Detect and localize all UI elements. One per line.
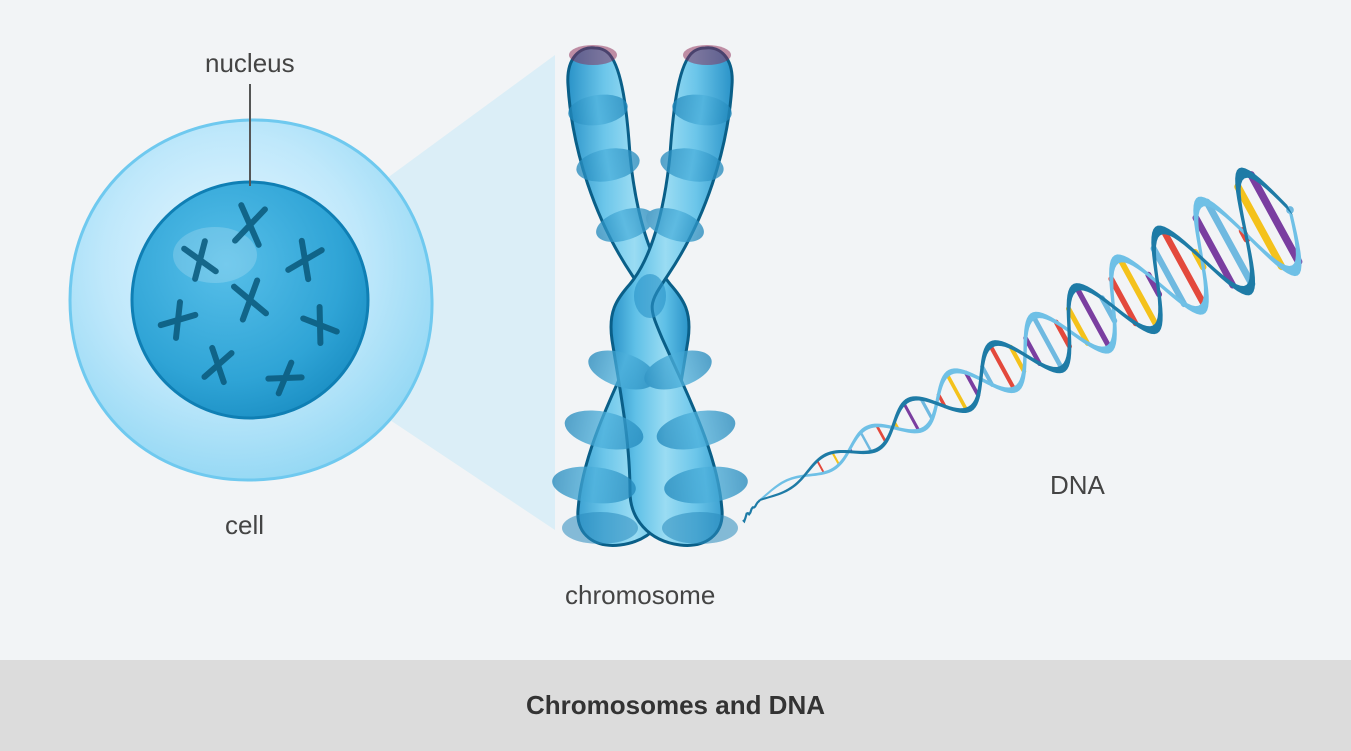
dna-illustration (743, 168, 1301, 522)
diagram-svg (0, 0, 1351, 660)
caption-bar: Chromosomes and DNA (0, 660, 1351, 751)
chromosome-illustration (550, 45, 749, 545)
caption-title: Chromosomes and DNA (526, 690, 825, 721)
diagram-canvas: nucleus cell chromosome DNA (0, 0, 1351, 660)
telomere-tips (569, 45, 731, 65)
cell-label: cell (225, 510, 264, 541)
chromosome-label: chromosome (565, 580, 715, 611)
dna-label: DNA (1050, 470, 1105, 501)
cell-illustration (70, 120, 432, 480)
diagram-stage: nucleus cell chromosome DNA Chromosomes … (0, 0, 1351, 751)
nucleus-label: nucleus (205, 48, 295, 79)
